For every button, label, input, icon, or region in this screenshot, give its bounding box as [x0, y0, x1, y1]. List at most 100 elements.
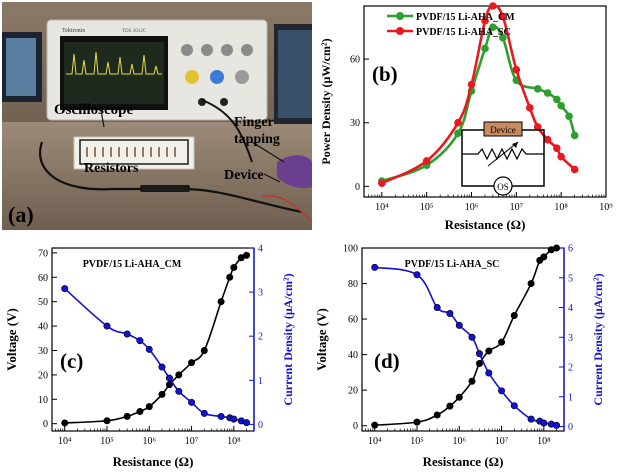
data-point: [485, 347, 493, 355]
panel-label-a: (a): [8, 202, 34, 227]
x-tick-label: 10⁸: [554, 202, 568, 213]
data-point: [553, 144, 561, 152]
x-tick-label: 10⁸: [227, 436, 241, 447]
legend-marker-cm: [396, 12, 404, 20]
x-tick-label: 10⁷: [495, 436, 509, 447]
chart-d-marks: [371, 244, 561, 429]
inset-device-label: Device: [490, 125, 515, 135]
finger: [277, 155, 312, 189]
data-point: [565, 112, 573, 121]
data-point: [540, 419, 548, 427]
chart-d-y2-axis-label: Current Density (μA/cm²): [591, 273, 605, 405]
data-point: [188, 398, 196, 406]
series-line: [374, 247, 557, 426]
y-tick-label: 0: [355, 182, 360, 193]
data-point: [145, 403, 153, 411]
data-point: [230, 415, 238, 423]
y2-tick-label: 2: [568, 363, 573, 374]
data-point: [422, 157, 431, 165]
chart-c-y-axis-label: Voltage (V): [4, 308, 19, 371]
y-tick-label: 0: [353, 421, 358, 432]
data-point: [512, 65, 521, 74]
y-tick-label: 90: [350, 0, 360, 2]
data-point: [243, 251, 251, 259]
device-wire-red: [261, 195, 312, 223]
y-tick-label: 70: [38, 248, 48, 259]
legend-label-sc: PVDF/15 Li-AHA_SC: [416, 27, 511, 38]
x-tick-label: 10⁷: [510, 202, 524, 213]
device-arrow: [263, 173, 281, 183]
resistors-label: Resistors: [84, 161, 139, 176]
chart-b-y-axis-label: Power Density (μW/cm²): [319, 38, 333, 164]
data-point: [103, 417, 111, 425]
x-tick-label: 10⁹: [599, 202, 613, 213]
y2-tick-label: 2: [258, 332, 263, 343]
experimental-setup-photo: Tektronix TDS 2012C: [2, 2, 312, 230]
x-tick-label: 10⁵: [420, 202, 434, 213]
data-point: [454, 129, 462, 138]
data-point: [158, 363, 166, 371]
data-point: [553, 95, 561, 104]
y-tick-label: 20: [38, 370, 48, 381]
data-point: [145, 345, 153, 353]
data-point: [489, 23, 497, 32]
data-point: [475, 350, 483, 358]
data-point: [527, 280, 535, 288]
os-meter: [493, 176, 513, 196]
legend-marker-sc: [396, 27, 404, 35]
chart-b-power-density: 10⁴ 10⁵ 10⁶ 10⁷ 10⁸ 10⁹ 0 30 60 90 Resistance (Ω)…: [319, 0, 613, 232]
chart-d-title: PVDF/15 Li-AHA_SC: [405, 259, 500, 270]
data-point: [371, 421, 379, 429]
data-point: [446, 402, 454, 410]
data-point: [526, 104, 534, 112]
data-point: [226, 273, 234, 281]
data-point: [378, 179, 386, 188]
chart-d-voltage-current: 10⁴ 10⁵ 10⁶ 10⁷ 10⁸ 0 20 40 60 80 100 0 1 2 3 4 5 6 PVDF/…: [314, 244, 605, 470]
chart-c-voltage-current: 10⁴ 10⁵ 10⁶ 10⁷ 10⁸ 0 10 20 30 40 50 60 70 0 1 2 3 4 PVDF…: [4, 244, 295, 470]
y2-tick-label: 3: [568, 333, 573, 344]
x-tick-label: 10⁶: [453, 436, 467, 447]
data-point: [533, 84, 542, 93]
y-tick-label: 30: [350, 118, 360, 129]
resistor-arrow: [487, 141, 519, 167]
data-point: [413, 271, 421, 279]
y-tick-label: 100: [343, 244, 358, 255]
inset-device-box: [483, 121, 523, 137]
data-point: [123, 330, 131, 338]
data-point: [230, 264, 238, 272]
data-point: [510, 402, 518, 410]
data-point: [553, 244, 561, 252]
data-point: [123, 412, 131, 420]
x-tick-label: 10⁵: [100, 436, 114, 447]
series-line: [64, 254, 247, 424]
x-tick-label: 10⁶: [143, 436, 157, 447]
data-point: [498, 338, 506, 346]
oscilloscope-display: [64, 42, 164, 104]
data-point: [540, 253, 548, 261]
y-tick-label: 60: [38, 273, 48, 284]
data-point: [489, 2, 497, 10]
scope-cable: [201, 99, 253, 163]
data-point: [61, 285, 69, 293]
chart-b-x-axis-label: Resistance (Ω): [445, 217, 526, 232]
x-tick-label: 10⁸: [537, 436, 551, 447]
chart-d-axes: 10⁴ 10⁵ 10⁶ 10⁷ 10⁸ 0 20 40 60 80 100 0 1 2 3 4 5 6: [343, 244, 573, 448]
data-point: [455, 393, 463, 401]
data-point: [570, 131, 579, 140]
data-point: [481, 17, 489, 25]
finger-arrow: [251, 141, 285, 163]
resistor-arrowhead: [512, 142, 518, 148]
data-point: [454, 118, 462, 127]
data-point: [175, 387, 183, 395]
chart-c-marks: [61, 251, 251, 427]
y-tick-label: 40: [38, 322, 48, 333]
data-point: [475, 359, 483, 367]
series-line: [374, 266, 557, 427]
data-point: [433, 304, 441, 312]
data-point: [217, 412, 225, 420]
probe-connector: [140, 185, 190, 192]
y-tick-label: 30: [38, 346, 48, 357]
data-point: [217, 298, 225, 306]
y-tick-label: 0: [43, 419, 48, 430]
